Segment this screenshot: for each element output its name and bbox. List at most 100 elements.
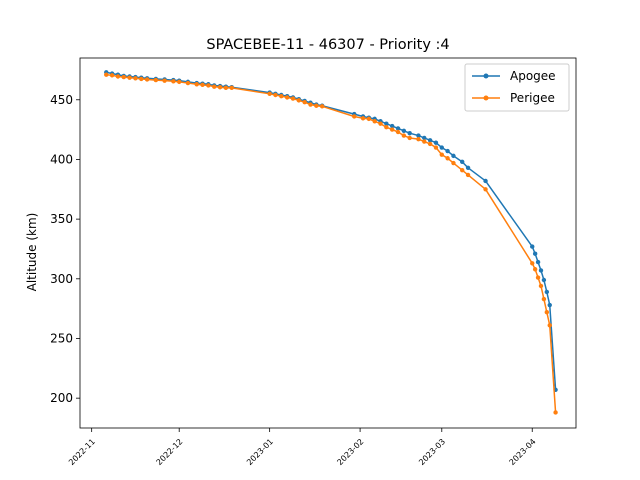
perigee-point — [217, 85, 223, 90]
perigee-point — [109, 73, 115, 78]
perigee-point — [104, 72, 109, 77]
perigee-point — [544, 310, 550, 315]
perigee-point — [433, 145, 439, 150]
perigee-point — [284, 95, 290, 100]
perigee-point — [296, 98, 302, 103]
apogee-point — [401, 128, 407, 134]
perigee-point — [139, 76, 144, 82]
perigee-point — [212, 84, 217, 89]
apogee-point — [433, 140, 439, 145]
perigee-point — [223, 85, 229, 91]
apogee-point — [544, 289, 550, 295]
series-perigee — [104, 72, 558, 415]
y-axis: 200 250 300 350 400 450 — [50, 93, 80, 405]
apogee-point — [451, 153, 456, 159]
perigee-point — [127, 75, 132, 80]
apogee-point — [532, 251, 538, 256]
plot-frame — [79, 57, 577, 429]
apogee-point — [445, 148, 450, 154]
perigee-point — [267, 91, 272, 97]
perigee-point — [206, 83, 211, 88]
perigee-point — [451, 160, 456, 166]
perigee-point — [162, 78, 167, 83]
perigee-point — [314, 103, 319, 108]
perigee-point — [395, 129, 401, 135]
y-tick-label: 300 — [50, 272, 73, 286]
perigee-point — [532, 267, 538, 272]
apogee-point — [416, 133, 421, 138]
perigee-line — [106, 73, 557, 413]
perigee-point — [416, 136, 421, 142]
perigee-point — [538, 283, 544, 289]
perigee-point — [401, 133, 407, 138]
apogee-point — [535, 259, 541, 265]
perigee-point — [547, 323, 552, 328]
perigee-point — [384, 125, 389, 130]
perigee-point — [308, 102, 313, 107]
apogee-point — [547, 302, 552, 308]
x-axis: 2022-11 2022-12 2023-01 2023-02 2023-03 2023-… — [67, 428, 538, 467]
perigee-point — [439, 152, 444, 157]
perigee-point — [535, 275, 541, 280]
series-apogee — [104, 70, 558, 393]
apogee-point — [422, 135, 427, 141]
perigee-point — [352, 114, 357, 119]
perigee-point — [115, 74, 121, 79]
perigee-point — [378, 121, 383, 126]
perigee-point — [200, 82, 205, 88]
perigee-point — [483, 187, 488, 192]
x-tick-label: 2023-01 — [245, 437, 275, 467]
perigee-point — [360, 116, 366, 121]
perigee-point — [279, 93, 284, 99]
y-tick-label: 200 — [50, 391, 73, 405]
perigee-point — [229, 85, 234, 91]
legend-perigee-marker — [483, 95, 489, 101]
apogee-point — [395, 126, 401, 131]
apogee-point — [530, 244, 535, 249]
perigee-point — [366, 116, 372, 122]
perigee-point — [133, 76, 138, 81]
perigee-point — [177, 79, 182, 85]
perigee-point — [302, 99, 307, 105]
perigee-point — [153, 77, 159, 83]
perigee-point — [290, 96, 296, 101]
x-tick-label: 2023-03 — [417, 437, 447, 467]
apogee-point — [407, 130, 412, 136]
legend-perigee-label: Perigee — [510, 91, 555, 105]
legend: Apogee Perigee — [464, 63, 570, 112]
series-layer — [104, 70, 558, 415]
x-tick-label: 2022-12 — [155, 437, 185, 467]
perigee-point — [121, 74, 126, 80]
perigee-point — [273, 92, 278, 98]
perigee-point — [460, 167, 465, 173]
apogee-point — [483, 178, 488, 184]
perigee-point — [194, 82, 199, 87]
apogee-point — [460, 159, 465, 165]
legend-apogee-label: Apogee — [510, 69, 556, 83]
apogee-point — [439, 145, 444, 150]
perigee-point — [389, 127, 395, 132]
apogee-line — [106, 71, 557, 390]
perigee-point — [427, 141, 433, 147]
apogee-point — [384, 121, 389, 126]
apogee-point — [427, 138, 433, 143]
x-tick-label: 2023-04 — [508, 437, 538, 467]
legend-apogee-marker — [483, 73, 489, 79]
perigee-point — [445, 156, 450, 161]
y-tick-label: 400 — [50, 152, 73, 166]
perigee-point — [319, 104, 325, 109]
perigee-point — [553, 410, 558, 415]
apogee-point — [538, 268, 544, 273]
chart-title: SPACEBEE-11 - 46307 - Priority :4 — [206, 37, 449, 53]
perigee-point — [372, 119, 377, 124]
apogee-point — [541, 277, 547, 283]
y-tick-label: 350 — [50, 212, 73, 226]
apogee-point — [389, 123, 395, 129]
perigee-point — [541, 296, 547, 302]
perigee-point — [422, 139, 427, 144]
perigee-point — [144, 77, 150, 82]
perigee-point — [465, 172, 471, 178]
y-tick-label: 250 — [50, 331, 73, 345]
apogee-point — [465, 165, 471, 171]
